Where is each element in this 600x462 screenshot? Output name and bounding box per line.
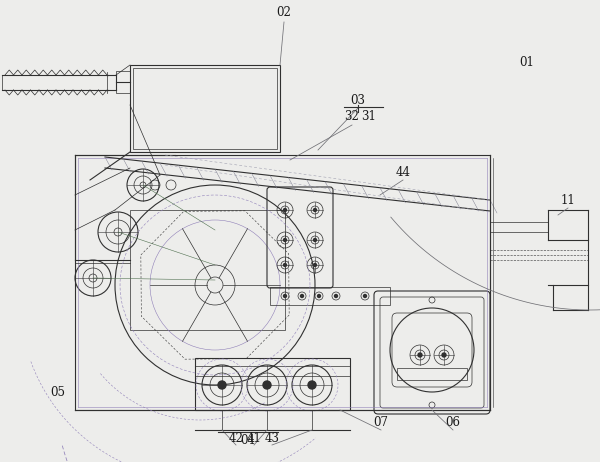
Circle shape xyxy=(314,238,317,242)
Circle shape xyxy=(218,381,226,389)
Text: 06: 06 xyxy=(445,415,461,428)
Circle shape xyxy=(364,294,367,298)
Text: 31: 31 xyxy=(362,110,376,123)
Circle shape xyxy=(335,294,337,298)
Text: 41: 41 xyxy=(247,432,262,444)
Circle shape xyxy=(301,294,304,298)
Text: 04: 04 xyxy=(241,433,256,446)
Text: 11: 11 xyxy=(560,194,575,207)
Text: 44: 44 xyxy=(395,165,410,178)
Circle shape xyxy=(284,238,287,242)
Text: 03: 03 xyxy=(350,93,365,107)
Bar xyxy=(116,71,130,93)
Bar xyxy=(133,68,277,149)
Text: 07: 07 xyxy=(373,417,389,430)
Circle shape xyxy=(418,353,422,357)
Circle shape xyxy=(314,208,317,212)
Bar xyxy=(195,358,350,410)
Bar xyxy=(130,210,285,330)
Text: 01: 01 xyxy=(520,55,535,68)
Circle shape xyxy=(314,263,317,267)
Circle shape xyxy=(284,263,287,267)
Text: 42: 42 xyxy=(229,432,244,444)
Circle shape xyxy=(308,381,316,389)
Circle shape xyxy=(317,294,320,298)
Text: 05: 05 xyxy=(50,385,65,399)
Circle shape xyxy=(263,381,271,389)
Text: 43: 43 xyxy=(265,432,280,444)
Circle shape xyxy=(442,353,446,357)
Bar xyxy=(397,368,467,380)
Bar xyxy=(270,287,390,305)
Text: 32: 32 xyxy=(344,110,359,123)
Circle shape xyxy=(284,208,287,212)
Bar xyxy=(130,65,280,152)
Text: 02: 02 xyxy=(277,6,292,19)
Circle shape xyxy=(284,294,287,298)
